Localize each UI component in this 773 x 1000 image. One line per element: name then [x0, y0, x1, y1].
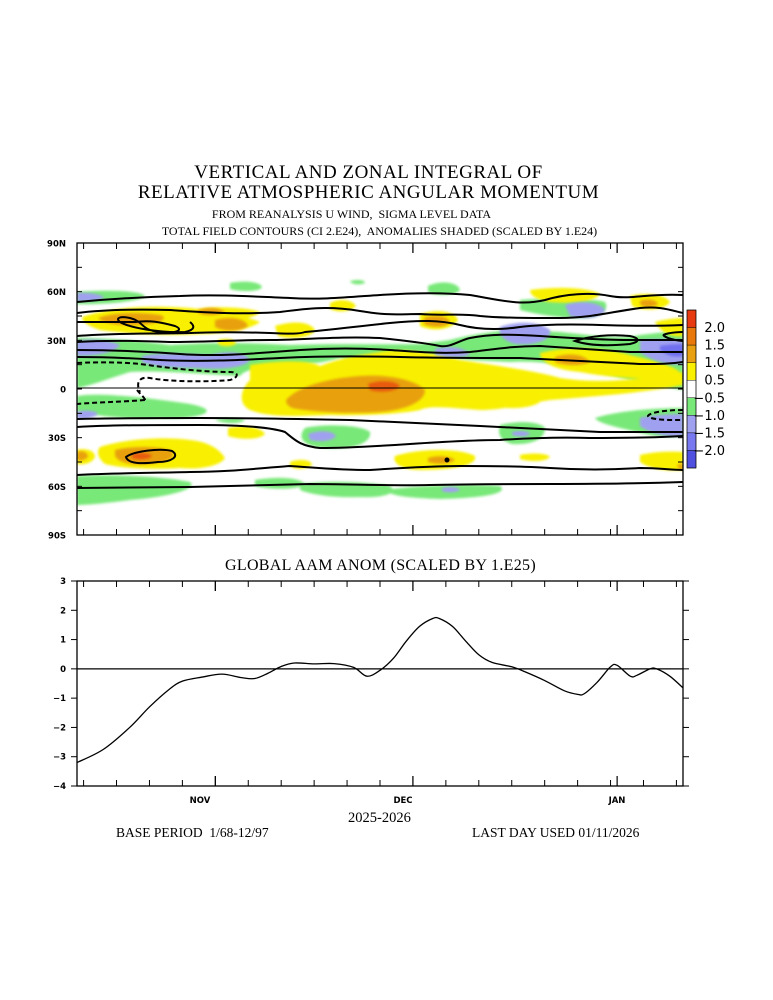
x-tick-label: JAN: [608, 796, 626, 806]
shade-pos-max: [368, 381, 400, 392]
aam-heatmap-panel: 90N 60N 30N 0 30S 60S 90S 2.0 1.5 1.0 0.5 −0.5 −1.0…: [47, 240, 725, 542]
contour-line: [124, 448, 177, 465]
colorbar-swatch: [686, 309, 697, 328]
shade-neg: [230, 281, 262, 292]
colorbar: 2.0 1.5 1.0 0.5 −0.5 −1.0 −1.5 −2.0: [686, 309, 725, 469]
shade-neg-strong: [77, 339, 120, 356]
contour-line: [571, 334, 639, 347]
shade-neg: [77, 394, 207, 419]
shade-neg: [215, 418, 245, 423]
shade-neg-strong: [442, 486, 460, 493]
y-tick-label: 90N: [47, 240, 66, 250]
shade-neg: [77, 475, 192, 505]
colorbar-label: −2.0: [693, 444, 725, 459]
contour-line: [77, 481, 683, 489]
shade-pos-strong: [640, 299, 658, 307]
line-chart-x-labels: NOV DEC JAN: [190, 796, 626, 806]
shade-neg: [350, 279, 365, 285]
y-tick-label: 3: [60, 577, 66, 587]
shade-neg: [385, 485, 502, 499]
shade-neg: [301, 425, 371, 449]
colorbar-label: −0.5: [693, 391, 725, 406]
heatmap-y-labels: 90N 60N 30N 0 30S 60S 90S: [47, 240, 66, 542]
y-tick-label: 2: [60, 606, 66, 616]
shade-pos: [228, 426, 265, 439]
colorbar-label: −1.0: [693, 409, 725, 424]
aam-anomaly-series: [76, 616, 684, 764]
contour-line: [77, 316, 195, 334]
shade-neg-strong: [77, 410, 98, 419]
shade-neg-strong: [512, 430, 530, 437]
shade-neg: [255, 477, 305, 489]
line-chart-title: GLOBAL AAM ANOM (SCALED BY 1.E25): [225, 557, 536, 574]
shade-pos-strong: [77, 451, 88, 461]
shade-pos: [495, 397, 540, 409]
x-tick-label: DEC: [393, 796, 412, 806]
shade-neg-strong: [640, 414, 683, 437]
heatmap-ticks: [77, 242, 683, 536]
shade-pos: [640, 451, 683, 471]
last-day-used-label: LAST DAY USED 01/11/2026: [472, 825, 640, 840]
base-period-label: BASE PERIOD 1/68-12/97: [116, 825, 269, 840]
colorbar-swatch: [686, 362, 697, 381]
y-tick-label: 90S: [48, 532, 66, 542]
contour-line: [77, 423, 683, 450]
title-line-3: FROM REANALYSIS U WIND, SIGMA LEVEL DATA: [211, 207, 492, 221]
shade-neg-max: [660, 344, 683, 357]
global-aam-line-chart: 3 2 1 0 −1 −2 −3 −4 NOV DEC JAN: [53, 577, 689, 806]
shade-neg: [428, 282, 460, 295]
colorbar-label: −1.5: [693, 426, 725, 441]
anomaly-shading: [77, 279, 683, 505]
y-tick-label: −2: [53, 723, 66, 733]
contour-line: [77, 333, 683, 348]
shade-pos: [275, 322, 315, 338]
y-tick-label: 60N: [47, 288, 66, 298]
contour-lines: [77, 292, 683, 489]
title-line-4: TOTAL FIELD CONTOURS (CI 2.E24), ANOMALI…: [161, 224, 598, 238]
colorbar-label: 1.0: [704, 356, 725, 371]
y-tick-label: −1: [53, 694, 66, 704]
contour-line-negative: [77, 389, 146, 405]
contour-line-negative: [77, 361, 238, 393]
contour-line: [77, 292, 683, 304]
colorbar-label: 0.5: [704, 374, 725, 389]
contour-line: [77, 416, 683, 434]
colorbar-label: 1.5: [704, 339, 725, 354]
y-tick-label: 30S: [48, 434, 66, 444]
title-line-1: VERTICAL AND ZONAL INTEGRAL OF: [194, 162, 543, 183]
contour-line: [77, 355, 683, 366]
shade-pos: [520, 453, 550, 462]
colorbar-swatch: [686, 344, 697, 363]
shade-peak: [444, 457, 450, 463]
colorbar-frame: [686, 309, 697, 469]
shade-neg-strong: [565, 302, 605, 318]
y-tick-label: 60S: [48, 483, 66, 493]
line-chart-ticks: [71, 580, 689, 787]
title-line-2: RELATIVE ATMOSPHERIC ANGULAR MOMENTUM: [137, 182, 600, 203]
line-chart-frame: [76, 580, 684, 787]
colorbar-swatch: [686, 327, 697, 346]
y-tick-label: −3: [53, 753, 66, 763]
shade-neg-strong: [77, 292, 104, 302]
shade-pos-strong: [677, 464, 683, 470]
contour-line: [77, 319, 683, 337]
x-tick-label: NOV: [190, 796, 211, 806]
contour-line: [77, 306, 683, 320]
y-tick-label: −4: [53, 782, 66, 792]
y-tick-label: 0: [60, 665, 66, 675]
y-tick-label: 0: [60, 386, 66, 396]
y-tick-label: 30N: [47, 337, 66, 347]
shade-neg-strong: [308, 431, 336, 442]
contour-line-negative: [646, 409, 683, 421]
colorbar-label: 2.0: [704, 321, 725, 336]
contour-line: [77, 464, 683, 476]
year-label: 2025-2026: [348, 810, 411, 826]
shade-pos-max: [132, 452, 152, 460]
contour-line: [77, 344, 683, 357]
shade-pos-strong: [215, 318, 248, 331]
line-chart-y-labels: 3 2 1 0 −1 −2 −3 −4: [53, 577, 66, 792]
y-tick-label: 1: [60, 636, 66, 646]
